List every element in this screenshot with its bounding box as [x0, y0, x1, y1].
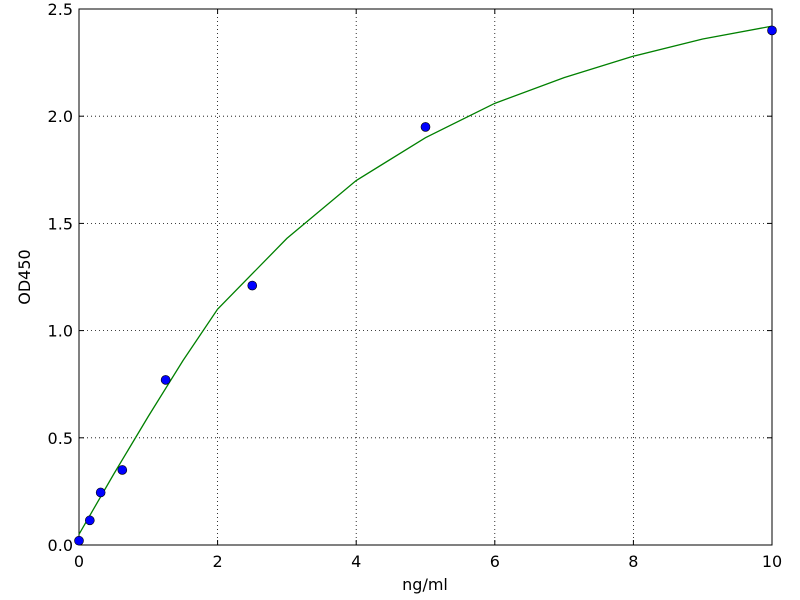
- x-axis-label: ng/ml: [402, 575, 448, 594]
- plot-frame: [78, 8, 773, 546]
- data-point: [85, 515, 95, 526]
- data-point: [117, 465, 128, 475]
- x-tick-label: 6: [490, 552, 500, 571]
- data-point: [95, 487, 106, 498]
- y-tick-label: 2.0: [48, 107, 73, 126]
- data-point: [74, 535, 84, 546]
- y-axis-label: OD450: [15, 249, 34, 304]
- x-tick-label: 8: [628, 552, 638, 571]
- data-point: [420, 122, 431, 132]
- y-tick-label: 0.5: [48, 429, 73, 448]
- data-point: [247, 280, 258, 291]
- data-point: [767, 25, 777, 36]
- x-tick-label: 2: [213, 552, 223, 571]
- y-tick-label: 0.0: [48, 536, 73, 555]
- fit-curve: [78, 25, 773, 535]
- x-tick-label: 10: [762, 552, 782, 571]
- y-tick-label: 1.0: [48, 322, 73, 341]
- data-point: [160, 375, 171, 385]
- y-tick-label: 2.5: [48, 0, 73, 19]
- x-tick-label: 4: [351, 552, 361, 571]
- x-tick-label: 0: [74, 552, 84, 571]
- y-tick-label: 1.5: [48, 214, 73, 233]
